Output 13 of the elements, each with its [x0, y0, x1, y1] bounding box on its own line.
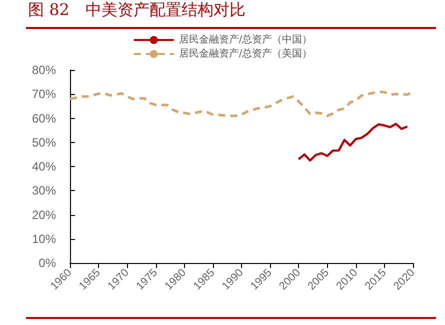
line-series [298, 122, 408, 162]
y-tick-label: 70% [32, 87, 56, 102]
legend-label: 居民金融资产/总资产（中国） [178, 34, 312, 46]
y-tick-label: 50% [32, 135, 56, 150]
chart-title: 图 82 中美资产配置结构对比 [28, 0, 246, 21]
y-tick-label: 0% [38, 256, 56, 270]
legend-label: 居民金融资产/总资产（美国） [178, 48, 312, 60]
y-tick-label: 30% [32, 184, 56, 198]
y-tick-label: 80% [32, 63, 56, 77]
y-tick-label: 40% [32, 160, 56, 174]
y-tick-label: 60% [32, 111, 56, 126]
y-tick-label: 20% [32, 208, 56, 222]
y-tick-label: 10% [32, 232, 56, 246]
